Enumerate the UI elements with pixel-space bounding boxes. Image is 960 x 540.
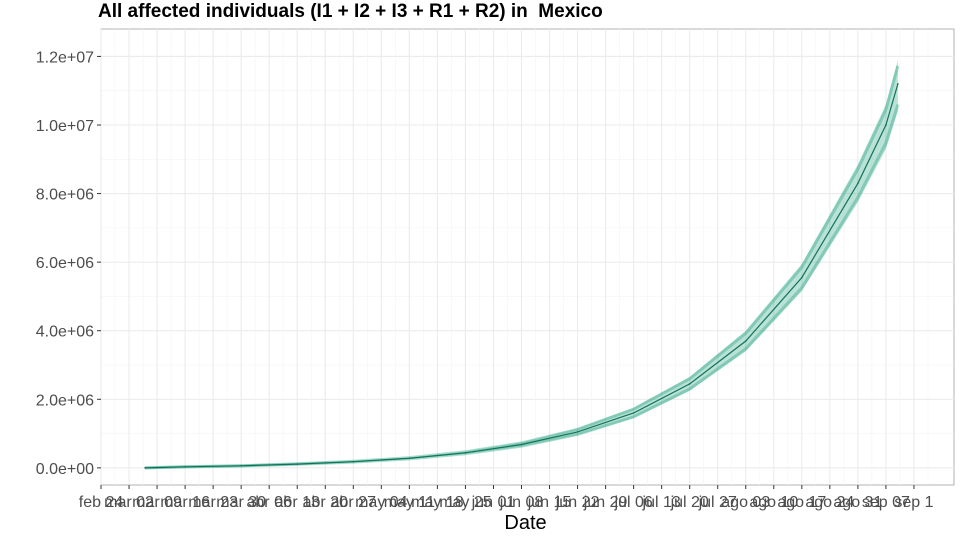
data-point	[520, 443, 523, 446]
x-tick-label: mar 30	[216, 494, 266, 511]
x-tick-label: jun 22	[555, 494, 600, 511]
data-point	[240, 465, 242, 467]
x-tick-label: may 18	[411, 494, 464, 511]
confidence-band	[145, 59, 898, 468]
data-point	[801, 276, 803, 279]
data-point	[897, 83, 899, 85]
x-tick-label: may 25	[439, 494, 492, 511]
x-tick-label: jul 27	[698, 494, 737, 511]
x-tick-label: sep 07	[862, 494, 910, 511]
data-point	[885, 124, 887, 126]
x-tick-label: abr 06	[247, 494, 292, 511]
x-tick-label: mar 09	[132, 494, 182, 511]
data-point	[184, 466, 186, 468]
x-tick-label: abr 20	[303, 494, 348, 511]
x-tick-label: sep 1	[894, 494, 933, 511]
x-tick-label: ago 17	[777, 494, 826, 511]
y-tick-label: 1.2e+07	[36, 49, 94, 66]
x-tick-label: jul 13	[642, 494, 681, 511]
x-tick-label: ago 10	[749, 494, 798, 511]
y-tick-label: 8.0e+06	[36, 187, 94, 204]
x-tick-label: jun 29	[583, 494, 628, 511]
data-point	[688, 383, 691, 385]
data-point	[576, 431, 579, 433]
x-tick-label: abr 27	[331, 494, 376, 511]
series-line	[145, 83, 899, 469]
data-point	[632, 412, 635, 414]
data-point	[296, 463, 299, 465]
data-point	[464, 451, 467, 454]
x-tick-label: jun 01	[471, 494, 516, 511]
x-tick-label: jun 08	[499, 494, 544, 511]
x-tick-label: jul 20	[670, 494, 709, 511]
data-point	[352, 460, 355, 463]
x-tick-label: may 11	[384, 494, 435, 511]
y-tick-label: 4.0e+06	[36, 324, 94, 341]
x-tick-label: feb 24	[79, 494, 124, 511]
x-tick-label: jun 15	[527, 494, 572, 511]
plot-panel	[100, 28, 955, 486]
y-tick-label: 1.0e+07	[36, 118, 94, 135]
data-point	[857, 182, 859, 185]
y-tick-label: 6.0e+06	[36, 255, 94, 272]
x-tick-label: jul 06	[613, 494, 652, 511]
x-tick-label: abr 13	[275, 494, 320, 511]
y-tick-label: 2.0e+06	[36, 392, 94, 409]
x-axis-title: Date	[504, 512, 546, 534]
x-tick-label: ago 03	[721, 494, 770, 511]
data-point	[144, 467, 146, 469]
y-tick-label: 0.0e+00	[36, 461, 94, 478]
x-tick-label: mar 23	[188, 494, 238, 511]
x-tick-label: ago 31	[833, 494, 882, 511]
x-tick-label: mar 16	[160, 494, 210, 511]
x-tick-label: ago 24	[805, 494, 854, 511]
data-point	[408, 457, 411, 460]
x-tick-label: may 04	[355, 494, 408, 511]
data-point	[744, 340, 747, 342]
chart-title: All affected individuals (I1 + I2 + I3 +…	[98, 1, 603, 22]
x-tick-label: mar 02	[104, 494, 154, 511]
